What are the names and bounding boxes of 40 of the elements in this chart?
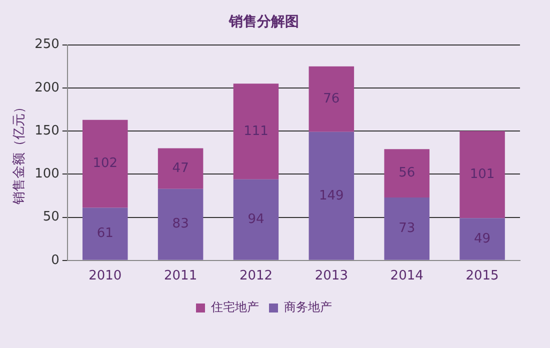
x-tick-label: 2012: [239, 268, 273, 284]
y-tick-label: 50: [42, 210, 60, 225]
bar: [384, 197, 430, 260]
data-label: 102: [92, 156, 118, 172]
bar: [233, 84, 279, 180]
x-tick-label: 2015: [466, 268, 499, 284]
bar: [82, 208, 128, 260]
data-label: 94: [248, 212, 264, 227]
y-tick-label: 0: [51, 252, 60, 268]
x-tick-label: 2011: [164, 268, 198, 284]
legend-label: 住宅地产: [210, 300, 259, 314]
y-axis-title: 销售金额（亿元）: [12, 100, 28, 206]
y-tick-label: 250: [34, 37, 60, 52]
legend-label: 商务地产: [284, 300, 332, 314]
data-label: 56: [398, 166, 416, 181]
x-tick-label: 2013: [314, 268, 348, 284]
y-tick-label: 150: [34, 123, 60, 138]
bar: [308, 66, 354, 132]
data-label: 83: [172, 216, 189, 232]
bar: [460, 218, 505, 260]
bar: [158, 148, 204, 189]
x-tick-label: 2014: [390, 268, 424, 284]
bar: [308, 132, 354, 260]
bar: [460, 131, 505, 218]
bar: [233, 179, 279, 260]
bar: [384, 149, 430, 198]
y-tick-label: 100: [34, 166, 60, 182]
y-tick-label: 200: [34, 80, 60, 96]
x-tick-label: 2010: [88, 268, 122, 284]
data-label: 101: [470, 166, 495, 182]
data-label: 111: [244, 124, 268, 139]
data-label: 76: [323, 92, 340, 107]
data-label: 49: [474, 231, 491, 246]
data-label: 73: [398, 221, 416, 236]
chart-title: 销售分解图: [228, 14, 299, 30]
data-label: 61: [96, 226, 114, 242]
bar: [82, 120, 128, 208]
data-label: 149: [319, 188, 344, 204]
bar: [158, 188, 204, 260]
data-label: 47: [172, 160, 189, 176]
